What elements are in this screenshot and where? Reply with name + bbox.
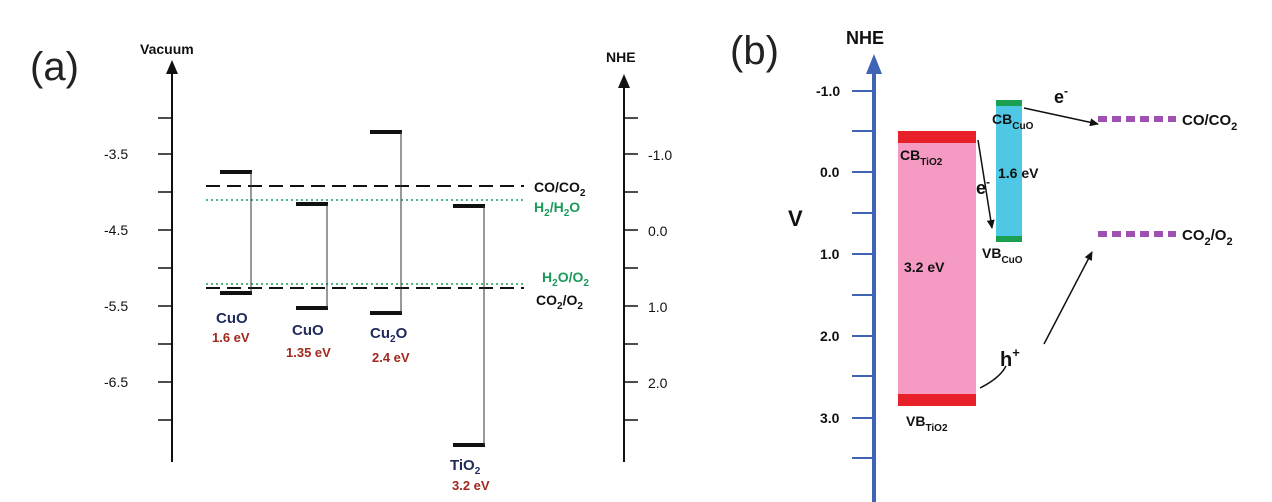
nhe-tick-b-label: 1.0 — [820, 246, 840, 262]
nhe-tick-b-label: 0.0 — [820, 164, 840, 180]
tio2-gap-label: 3.2 eV — [904, 259, 945, 275]
cuo-2-vb — [296, 306, 328, 310]
electron-label-2: e- — [1054, 84, 1068, 107]
cuo-cb-edge — [996, 100, 1022, 106]
h2o-o2-label: H2O/O2 — [542, 269, 589, 289]
cuo-2-bands — [296, 202, 328, 310]
co2-o2-label: CO2/O2 — [536, 292, 583, 312]
tio2-cb-label: CBTiO2 — [900, 147, 943, 168]
cu2o-vb — [370, 311, 402, 315]
vacuum-tick-label: -4.5 — [104, 222, 128, 238]
cuo-band — [996, 101, 1022, 240]
nhe-tick-label: -1.0 — [648, 147, 672, 163]
hole-arrow-lead — [979, 365, 1007, 389]
tio2-bands — [453, 204, 485, 447]
co-co2-label: CO/CO2 — [534, 179, 586, 199]
material-gap: 2.4 eV — [372, 350, 410, 365]
tio2-vb — [453, 443, 485, 447]
vacuum-axis-arrow — [166, 60, 178, 74]
nhe-tick-label: 1.0 — [648, 299, 668, 315]
co2-o2-label-b: CO2/O2 — [1182, 227, 1233, 248]
cuo-cb-label: CBCuO — [992, 111, 1034, 132]
vacuum-axis-title: Vacuum — [140, 41, 194, 57]
material-gap: 1.35 eV — [286, 345, 331, 360]
material-gap: 1.6 eV — [212, 330, 250, 345]
nhe-axis-title: NHE — [606, 49, 636, 65]
vacuum-tick-label: -3.5 — [104, 146, 128, 162]
nhe-tick-b-label: -1.0 — [816, 83, 840, 99]
material-gap: 3.2 eV — [452, 478, 490, 493]
tio2-vb-edge — [898, 394, 976, 406]
h2-h2o-label: H2/H2O — [534, 199, 580, 219]
cuo-1-bands — [220, 170, 252, 295]
material-name: CuO — [216, 310, 248, 327]
cuo-1-vb — [220, 291, 252, 295]
nhe-axis-b-title: NHE — [846, 28, 884, 48]
nhe-ticks-b — [852, 90, 874, 459]
nhe-tick-b-label: 3.0 — [820, 410, 840, 426]
vacuum-ticks — [158, 117, 172, 421]
tio2-cb-edge — [898, 131, 976, 143]
cuo-vb-label: VBCuO — [982, 245, 1023, 266]
material-name: CuO — [292, 322, 324, 339]
cuo-gap-label: 1.6 eV — [998, 165, 1039, 181]
hole-label: h+ — [1000, 345, 1020, 371]
panel-a-label: (a) — [30, 45, 79, 89]
electron-label: e- — [976, 175, 990, 198]
nhe-axis-b-arrow — [866, 54, 882, 74]
material-name: TiO2 — [450, 457, 481, 477]
panel-b-label: (b) — [730, 29, 779, 73]
vacuum-tick-label: -6.5 — [104, 374, 128, 390]
electron-transfer-arrow — [977, 139, 995, 229]
co-co2-label-b: CO/CO2 — [1182, 112, 1237, 133]
cuo-2-cb — [296, 202, 328, 206]
tio2-band — [898, 131, 976, 405]
nhe-tick-b-label: 2.0 — [820, 328, 840, 344]
nhe-tick-label: 2.0 — [648, 375, 668, 391]
cuo-vb-edge — [996, 236, 1022, 242]
potential-axis-label: V — [788, 206, 803, 231]
panel-b: (b) NHE V -1.0 0.0 1.0 2.0 3.0 CBTiO2 3.… — [730, 28, 1237, 502]
tio2-vb-label: VBTiO2 — [906, 413, 948, 434]
cu2o-cb — [370, 130, 402, 134]
vacuum-tick-label: -5.5 — [104, 298, 128, 314]
material-name: Cu2O — [370, 325, 408, 345]
cuo-1-cb — [220, 170, 252, 174]
cu2o-bands — [370, 130, 402, 315]
nhe-tick-label: 0.0 — [648, 223, 668, 239]
panel-a: (a) Vacuum -3.5 -4.5 -5.5 -6.5 NHE — [30, 41, 672, 493]
tio2-cb — [453, 204, 485, 208]
hole-oxidation-arrow — [1043, 251, 1093, 345]
electron-reduction-arrow — [1023, 107, 1099, 127]
nhe-ticks — [624, 117, 638, 421]
nhe-axis-arrow — [618, 74, 630, 88]
